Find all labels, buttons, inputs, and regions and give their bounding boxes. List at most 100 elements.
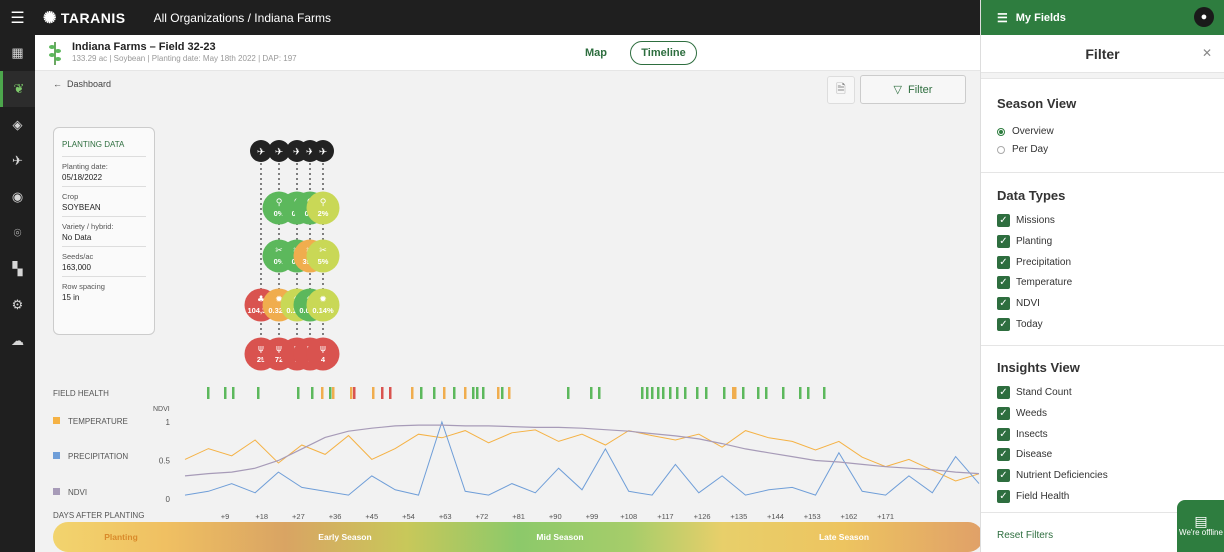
my-fields-label: My Fields bbox=[1015, 11, 1066, 24]
insight-checkbox-row[interactable]: ✓ Insects bbox=[997, 427, 1048, 441]
planting-value: 15 in bbox=[62, 293, 80, 302]
ndvi-tick-label: 0 bbox=[166, 495, 171, 504]
insight-value: 72 bbox=[275, 355, 283, 364]
dap-tick-label: +90 bbox=[549, 512, 562, 521]
drone-mission-icon[interactable] bbox=[268, 140, 290, 162]
field-health-bar bbox=[590, 387, 593, 399]
data-type-checkbox-row[interactable]: ✓ Today bbox=[997, 318, 1043, 331]
checkbox-checked-icon[interactable]: ✓ bbox=[997, 318, 1010, 331]
checkbox-label: Field Health bbox=[1016, 491, 1070, 502]
weeds-insight-badge[interactable] bbox=[306, 337, 340, 371]
location-pin-icon[interactable]: ⌾ bbox=[13, 225, 22, 240]
filter-panel-title: Filter bbox=[1085, 45, 1120, 62]
user-avatar-icon[interactable]: ● bbox=[1194, 7, 1214, 27]
reset-filters-link[interactable]: Reset Filters bbox=[997, 530, 1054, 541]
planting-value: SOYBEAN bbox=[62, 203, 101, 212]
checkbox-checked-icon[interactable]: ✓ bbox=[997, 276, 1010, 290]
checkbox-checked-icon[interactable]: ✓ bbox=[997, 448, 1010, 462]
stand-icon: ♣ bbox=[257, 295, 265, 305]
precipitation-legend-label: PRECIPITATION bbox=[68, 452, 128, 461]
insight-checkbox-row[interactable]: ✓ Stand Count bbox=[997, 386, 1072, 399]
filter-panel-header: Filter ✕ bbox=[981, 35, 1224, 73]
checkbox-label: NDVI bbox=[1016, 298, 1040, 310]
field-health-bar bbox=[742, 387, 745, 399]
checkbox-checked-icon[interactable]: ✓ bbox=[997, 490, 1010, 503]
nutrient-insight-badge[interactable] bbox=[306, 191, 340, 225]
checkbox-checked-icon[interactable]: ✓ bbox=[997, 255, 1010, 269]
dap-tick-label: +144 bbox=[767, 512, 784, 521]
field-health-bar bbox=[765, 387, 768, 399]
field-health-bar bbox=[443, 387, 446, 399]
settings-icon[interactable]: ⚙ bbox=[11, 297, 24, 312]
chat-widget[interactable]: ▤ We're offline bbox=[1177, 500, 1224, 552]
field-health-bar bbox=[676, 387, 679, 399]
radio-overview[interactable]: Overview bbox=[997, 126, 1054, 137]
my-fields-bar[interactable]: ☰ My Fields ● bbox=[981, 0, 1224, 35]
checkerboard-icon[interactable]: ▚ bbox=[12, 261, 23, 276]
field-health-bar bbox=[224, 387, 227, 399]
ndvi-tick-label: 1 bbox=[166, 418, 171, 427]
checkbox-checked-icon[interactable]: ✓ bbox=[997, 297, 1010, 311]
camera-icon[interactable]: ◉ bbox=[11, 189, 24, 204]
insight-checkbox-row[interactable]: ✓ Disease bbox=[997, 448, 1052, 462]
insight-checkbox-row[interactable]: ✓ Field Health bbox=[997, 490, 1069, 503]
field-header: Indiana Farms – Field 32-23 133.29 ac | … bbox=[35, 35, 980, 71]
drone-icon[interactable]: ✈ bbox=[12, 153, 23, 168]
disease-insight-badge[interactable] bbox=[306, 288, 340, 322]
planting-value: No Data bbox=[62, 233, 92, 242]
checkbox-checked-icon[interactable]: ✓ bbox=[997, 214, 1010, 227]
filter-panel: ☰ My Fields ● Filter ✕ Season View Overv… bbox=[980, 0, 1224, 552]
breadcrumb[interactable]: All Organizations / Indiana Farms bbox=[153, 10, 332, 25]
layers-icon[interactable]: ◈ bbox=[12, 117, 23, 132]
insight-checkbox-row[interactable]: ✓ Nutrient Deficiencies bbox=[997, 469, 1108, 483]
field-health-bar bbox=[420, 387, 423, 399]
taranis-logo[interactable]: ✺ TARANIS bbox=[43, 8, 126, 28]
radio-label: Per Day bbox=[1012, 144, 1049, 155]
field-health-bar bbox=[732, 387, 735, 399]
insects-insight-badge[interactable] bbox=[306, 239, 340, 273]
field-health-label: FIELD HEALTH bbox=[53, 389, 109, 398]
tab-timeline[interactable]: Timeline bbox=[630, 41, 697, 65]
cloud-upload-icon[interactable]: ☁ bbox=[11, 333, 24, 348]
checkbox-checked-icon[interactable]: ✓ bbox=[997, 469, 1010, 483]
season-progress-bar bbox=[53, 522, 980, 552]
insight-checkbox-row[interactable]: ✓ Weeds bbox=[997, 406, 1047, 420]
temperature-series-line bbox=[184, 429, 980, 482]
field-health-bar bbox=[696, 387, 699, 399]
insects-icon: ✂ bbox=[275, 246, 283, 256]
checkbox-checked-icon[interactable]: ✓ bbox=[997, 427, 1010, 441]
dap-tick-label: +135 bbox=[730, 512, 747, 521]
checkbox-checked-icon[interactable]: ✓ bbox=[997, 386, 1010, 399]
insight-value: 0.14% bbox=[312, 306, 334, 315]
close-icon[interactable]: ✕ bbox=[1201, 46, 1212, 60]
radio-selected-icon bbox=[997, 127, 1005, 136]
export-report-button[interactable]: 🗎 bbox=[827, 76, 855, 104]
brand-name: TARANIS bbox=[60, 9, 126, 26]
checkbox-checked-icon[interactable]: ✓ bbox=[997, 234, 1010, 248]
dashboard-icon[interactable]: ▦ bbox=[11, 45, 24, 60]
insight-value: 0.32% bbox=[268, 306, 290, 315]
drone-mission-icon[interactable] bbox=[250, 140, 272, 162]
filter-button[interactable]: ▽ Filter bbox=[860, 75, 966, 104]
dap-tick-label: +18 bbox=[255, 512, 268, 521]
field-health-bar bbox=[723, 387, 726, 399]
data-type-checkbox-row[interactable]: ✓ Temperature bbox=[997, 276, 1072, 290]
chat-bubble-icon: ▤ bbox=[1194, 512, 1208, 529]
checkbox-checked-icon[interactable]: ✓ bbox=[997, 406, 1010, 420]
checkbox-label: Insects bbox=[1016, 428, 1048, 440]
data-type-checkbox-row[interactable]: ✓ NDVI bbox=[997, 297, 1040, 311]
ndvi-series-line bbox=[184, 424, 980, 477]
data-type-checkbox-row[interactable]: ✓ Planting bbox=[997, 234, 1052, 248]
season-stage-label: Mid Season bbox=[536, 532, 583, 542]
leaf-icon[interactable]: ❦ bbox=[0, 71, 35, 107]
back-to-dashboard[interactable]: ← Dashboard bbox=[53, 79, 111, 89]
temperature-legend-swatch bbox=[53, 417, 60, 424]
menu-icon[interactable]: ☰ bbox=[10, 9, 25, 27]
data-type-checkbox-row[interactable]: ✓ Precipitation bbox=[997, 255, 1071, 269]
field-health-bar bbox=[641, 387, 644, 399]
tab-map[interactable]: Map bbox=[585, 47, 607, 59]
field-health-bar bbox=[472, 387, 475, 399]
drone-mission-icon[interactable] bbox=[312, 140, 334, 162]
data-type-checkbox-row[interactable]: ✓ Missions bbox=[997, 214, 1055, 227]
radio-per-day[interactable]: Per Day bbox=[997, 144, 1048, 155]
